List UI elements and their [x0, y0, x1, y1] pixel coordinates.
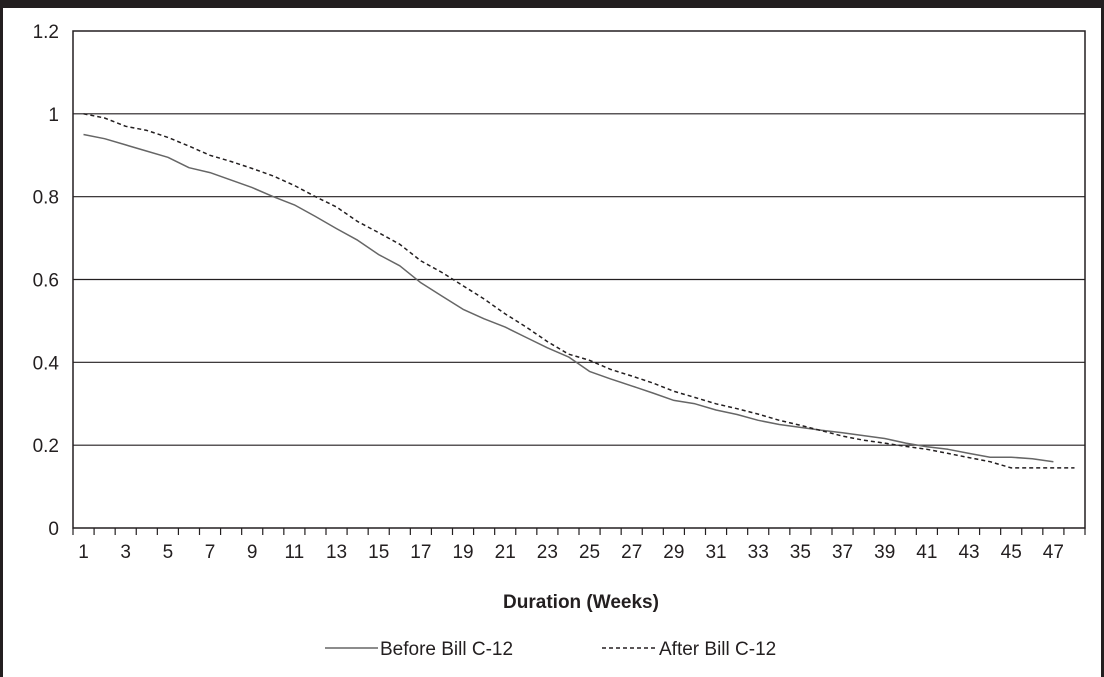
x-tick-label: 31: [705, 542, 726, 563]
y-tick-label: 0.8: [33, 188, 59, 209]
y-tick-label: 1.2: [33, 22, 59, 43]
series-lines: [83, 113, 1075, 469]
y-tick-label: 0: [48, 519, 59, 540]
x-tick-label: 1: [78, 542, 89, 563]
y-tick-label: 0.6: [33, 271, 59, 292]
x-tick-label: 33: [748, 542, 769, 563]
x-tick-label: 21: [495, 542, 516, 563]
x-tick-label: 3: [120, 542, 131, 563]
x-tick-label: 29: [663, 542, 684, 563]
legend-label-before: Before Bill C-12: [380, 639, 513, 660]
legend-label-after: After Bill C-12: [659, 639, 776, 660]
x-tick-label: 13: [326, 542, 347, 563]
x-tick-label: 23: [537, 542, 558, 563]
legend: Before Bill C-12 After Bill C-12: [325, 639, 776, 660]
x-tick-label: 35: [790, 542, 811, 563]
y-tick-label: 0.2: [33, 436, 59, 457]
y-tick-label: 0.4: [33, 353, 60, 374]
x-axis-title: Duration (Weeks): [503, 592, 659, 613]
x-tick-label: 11: [285, 542, 305, 563]
y-axis-tick-labels: 0 0.2 0.4 0.6 0.8 1 1.2: [33, 22, 60, 540]
series-line-before-bill-c-12: [83, 133, 1054, 463]
x-tick-label: 43: [958, 542, 979, 563]
x-tick-label: 41: [916, 542, 937, 563]
y-tick-label: 1: [48, 105, 59, 126]
x-tick-label: 19: [452, 542, 473, 563]
x-axis: 1 3 5 7 9 11 13 15 17 19 21 23 25 27 29 31 33 35 37 39 41 43 4…: [72, 528, 1086, 563]
x-tick-label: 25: [579, 542, 600, 563]
x-tick-label: 45: [1001, 542, 1022, 563]
x-tick-label: 47: [1043, 542, 1064, 563]
x-tick-label: 39: [874, 542, 895, 563]
x-tick-label: 5: [163, 542, 174, 563]
x-tick-label: 7: [205, 542, 216, 563]
x-tick-label: 17: [410, 542, 431, 563]
x-tick-label: 9: [247, 542, 258, 563]
x-tick-label: 15: [368, 542, 389, 563]
x-tick-label: 27: [621, 542, 642, 563]
x-tick-label: 37: [832, 542, 853, 563]
series-line-after-bill-c-12: [83, 113, 1075, 469]
